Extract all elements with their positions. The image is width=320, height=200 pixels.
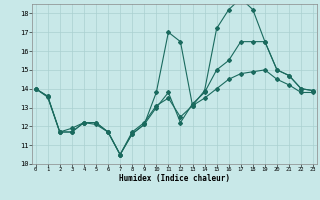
X-axis label: Humidex (Indice chaleur): Humidex (Indice chaleur) bbox=[119, 174, 230, 183]
